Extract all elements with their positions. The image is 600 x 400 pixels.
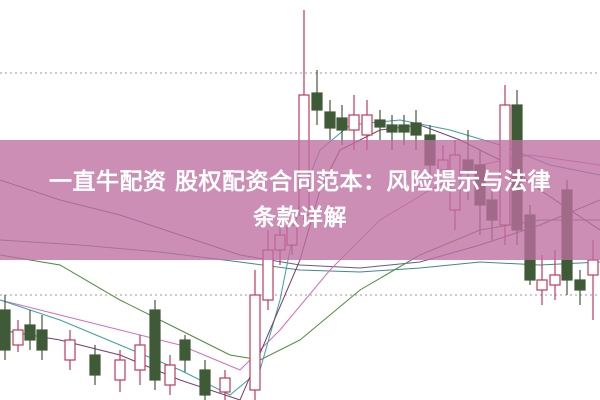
candle-up — [64, 339, 76, 361]
candle-up — [361, 114, 373, 136]
candle-up — [134, 344, 146, 371]
candle-down — [149, 309, 161, 381]
candle-up — [549, 274, 561, 286]
article-title-line-1: 一直牛配资 股权配资合同范本：风险提示与法律 — [48, 169, 551, 195]
candle-up — [219, 377, 231, 393]
candle-down — [199, 369, 211, 396]
candle-up — [587, 259, 599, 276]
candle-down — [386, 124, 398, 133]
candle-down — [574, 279, 586, 291]
candle-up — [12, 329, 24, 346]
candle-up — [348, 114, 360, 131]
candle-down — [374, 119, 386, 128]
candle-down — [0, 309, 11, 351]
article-title-line-2: 条款详解 — [253, 205, 347, 231]
candle-down — [336, 117, 348, 131]
candle-down — [311, 92, 323, 111]
candle-down — [24, 324, 36, 341]
candle-down — [179, 339, 191, 361]
candle-down — [36, 329, 48, 351]
candle-up — [536, 279, 548, 291]
title-banner: 一直牛配资 股权配资合同范本：风险提示与法律 条款详解 — [0, 140, 600, 260]
candle-up — [249, 294, 261, 391]
candle-down — [398, 124, 410, 133]
candle-up — [164, 364, 176, 386]
candle-down — [324, 111, 336, 129]
candle-up — [114, 359, 126, 381]
candle-down — [89, 354, 101, 376]
candle-down — [410, 122, 422, 136]
